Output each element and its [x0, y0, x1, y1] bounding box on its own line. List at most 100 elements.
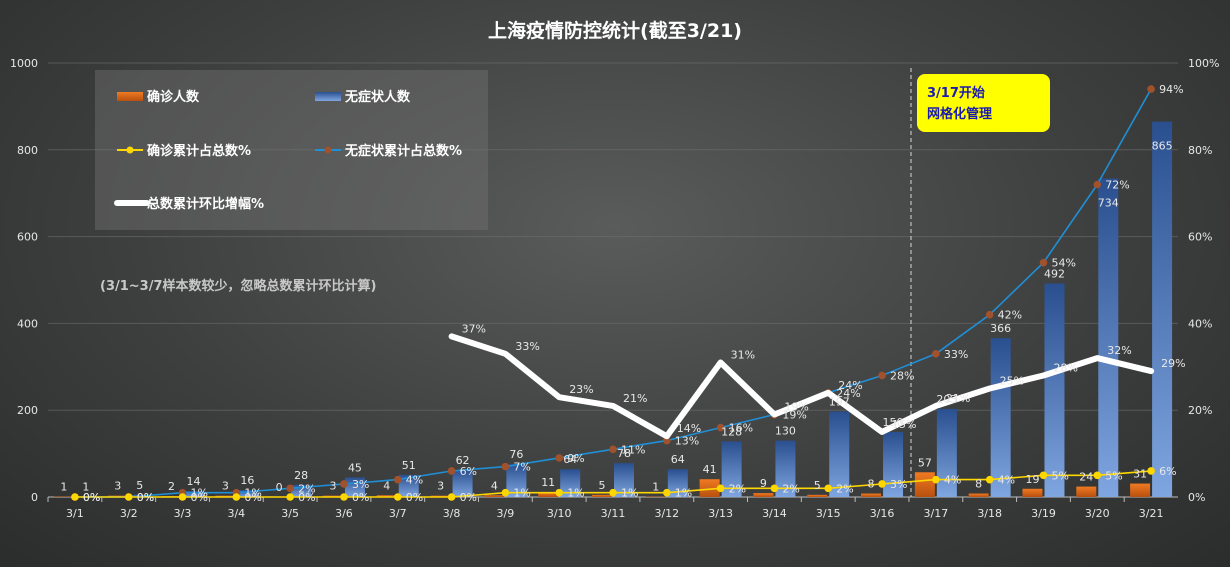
x-tick-label: 3/8 [443, 507, 461, 520]
data-label-asymptomatic-cum: 24% [836, 387, 860, 400]
data-label-confirmed: 19 [1025, 473, 1039, 486]
line-point [501, 462, 510, 471]
legend-item-confirmed: 确诊人数 [117, 89, 200, 105]
line-point [286, 484, 294, 493]
legend-item-asymptomatic-cum: 无症状累计占总数% [315, 143, 462, 159]
legend-label-asymptomatic-cum: 无症状累计占总数% [344, 143, 462, 159]
data-label-growth: 25% [1000, 375, 1024, 388]
line-point [1039, 471, 1048, 480]
data-label-asymptomatic-cum: 16% [729, 422, 753, 435]
data-label-asymptomatic-cum: 9% [567, 452, 584, 465]
data-label-confirmed-cum: 0% [191, 491, 208, 504]
bar-confirmed [807, 494, 828, 497]
line-point [501, 488, 510, 497]
data-label-asymptomatic-cum: 0% [83, 491, 100, 504]
line-point [985, 310, 994, 319]
series-confirmed-bars [53, 472, 1151, 497]
bar-asymptomatic [1152, 121, 1173, 497]
legend: 确诊人数 无症状人数 确诊累计占总数% 无症状累计占总数% 总数累计环比增幅% [95, 70, 488, 230]
data-label-confirmed: 24 [1079, 471, 1093, 484]
line-point [932, 475, 940, 484]
data-label-asymptomatic: 197 [829, 396, 850, 409]
data-label-confirmed: 9 [760, 477, 767, 490]
data-label-confirmed-cum: 1% [567, 487, 584, 500]
data-label-asymptomatic: 51 [402, 459, 416, 472]
line-point [716, 484, 725, 493]
line-point [447, 467, 456, 475]
x-tick-label: 3/13 [708, 507, 733, 520]
legend-label-asymptomatic: 无症状人数 [344, 89, 411, 105]
series-asymptomatic-bars [75, 121, 1173, 497]
data-label-asymptomatic: 64 [671, 453, 685, 466]
bar-confirmed [1022, 488, 1043, 497]
data-label-asymptomatic-cum: 11% [621, 443, 645, 456]
y-left-tick-label: 400 [17, 317, 38, 330]
data-label-asymptomatic-cum: 6% [460, 465, 477, 478]
line-point [663, 488, 671, 497]
data-label-asymptomatic-cum: 0% [137, 491, 154, 504]
data-label-confirmed-cum: 1% [621, 487, 638, 500]
line-point [663, 436, 671, 445]
data-label-confirmed: 31 [1133, 468, 1147, 481]
data-label-confirmed: 2 [168, 480, 175, 493]
bar-asymptomatic [1098, 178, 1119, 497]
bar-asymptomatic [452, 470, 473, 497]
data-label-confirmed: 1 [60, 481, 67, 494]
legend-item-asymptomatic: 无症状人数 [315, 89, 411, 105]
data-label-growth: 14% [677, 422, 701, 435]
data-label-confirmed: 8 [868, 478, 875, 491]
line-point [1147, 85, 1155, 93]
y-axis-left: 0 200 400 600 800 1000 [10, 57, 38, 504]
x-tick-label: 3/16 [870, 507, 895, 520]
bar-asymptomatic [883, 431, 904, 497]
bar-asymptomatic [614, 463, 634, 497]
data-label-asymptomatic: 734 [1098, 196, 1119, 209]
data-label-asymptomatic: 45 [348, 461, 362, 474]
data-label-confirmed: 41 [703, 463, 717, 476]
x-tick-label: 3/21 [1139, 507, 1164, 520]
legend-label-confirmed: 确诊人数 [147, 89, 200, 105]
bar-confirmed [538, 492, 559, 497]
bar-asymptomatic [237, 490, 258, 497]
bar-asymptomatic [829, 411, 850, 497]
line-point [609, 445, 617, 454]
data-label-asymptomatic: 203 [936, 393, 957, 406]
data-label-confirmed: 3 [329, 480, 336, 493]
bar-asymptomatic [775, 440, 796, 497]
data-label-confirmed-cum: 0% [460, 491, 477, 504]
data-label-growth: 15% [892, 418, 916, 431]
line-point [447, 493, 456, 501]
data-label-confirmed-cum: 2% [836, 482, 853, 495]
y-axis-right: 0% 20% 40% 60% 80% 100% [1188, 57, 1219, 504]
bar-asymptomatic [183, 490, 204, 497]
data-label-asymptomatic-cum: 54% [1051, 257, 1075, 270]
y-left-tick-label: 1000 [10, 57, 38, 70]
data-label-asymptomatic: 150 [883, 416, 904, 429]
data-label-confirmed: 8 [975, 478, 982, 491]
x-tick-label: 3/10 [547, 507, 572, 520]
data-label-asymptomatic-cum: 1% [244, 487, 261, 500]
data-label-confirmed-cum: 0% [352, 491, 369, 504]
line-point [232, 493, 241, 501]
data-label-confirmed-cum: 4% [944, 474, 961, 487]
y-right-tick-label: 40% [1188, 317, 1212, 330]
x-tick-label: 3/2 [120, 507, 138, 520]
data-label-confirmed-cum: 0% [298, 491, 315, 504]
data-label-confirmed-cum: 1% [675, 487, 692, 500]
line-point [286, 493, 294, 501]
data-label-growth: 32% [1107, 344, 1131, 357]
line-point [340, 480, 348, 488]
x-tick-label: 3/17 [924, 507, 949, 520]
data-label-asymptomatic: 1 [82, 481, 89, 494]
grid-management-callout: 3/17开始 网格化管理 [917, 74, 1050, 132]
line-point [71, 493, 79, 501]
data-label-confirmed: 3 [437, 480, 444, 493]
bar-asymptomatic [560, 469, 581, 497]
y-left-tick-label: 800 [17, 144, 38, 157]
data-label-confirmed-cum: 0% [137, 491, 154, 504]
data-label-confirmed-cum: 0% [83, 491, 100, 504]
data-label-asymptomatic: 64 [563, 453, 577, 466]
data-label-confirmed: 3 [114, 480, 121, 493]
